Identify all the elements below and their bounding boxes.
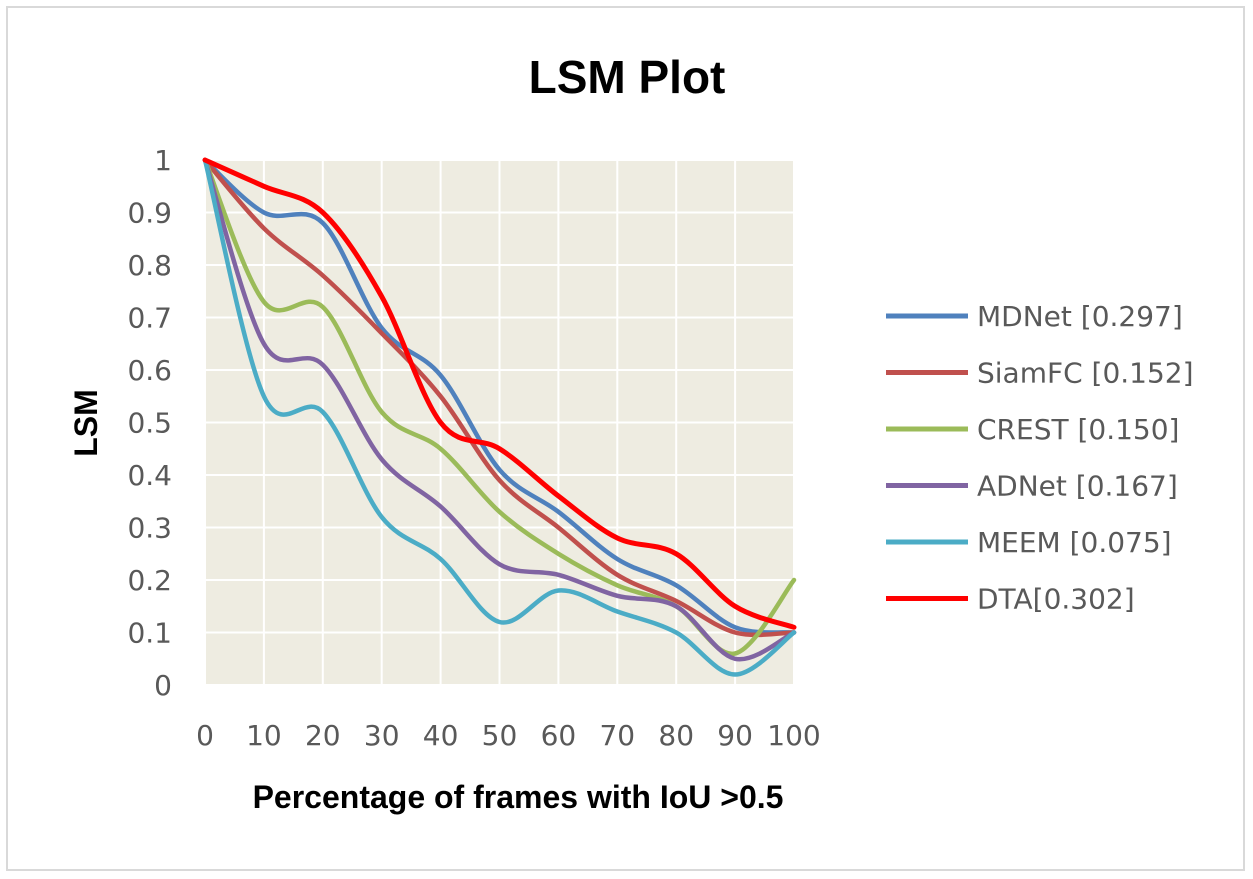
x-tick-label: 60 <box>541 719 577 752</box>
series-line-adnet <box>202 157 797 662</box>
legend: MDNet [0.297] SiamFC [0.152] CREST [0.150]… <box>886 300 1194 616</box>
x-axis-title: Percentage of frames with IoU >0.5 <box>253 779 784 815</box>
x-tick-label: 10 <box>246 719 282 752</box>
y-tick-label: 0 <box>154 669 172 702</box>
y-tick-label: 0.3 <box>127 512 172 545</box>
x-tick-label: 100 <box>767 719 820 752</box>
y-tick-label: 0.1 <box>127 617 172 650</box>
x-axis-ticks: 0 10 20 30 40 50 60 70 80 90 100 <box>196 719 821 752</box>
series-line-mdnet <box>202 157 797 635</box>
series-lines <box>202 157 797 677</box>
legend-label-crest: CREST [0.150] <box>977 413 1179 446</box>
chart-title: LSM Plot <box>529 51 726 103</box>
x-tick-label: 70 <box>599 719 635 752</box>
y-tick-label: 0.7 <box>127 302 172 335</box>
grid-lines <box>204 159 795 686</box>
y-tick-label: 0.2 <box>127 564 172 597</box>
x-tick-label: 20 <box>305 719 341 752</box>
y-axis-title: LSM <box>68 389 104 457</box>
x-tick-label: 50 <box>482 719 518 752</box>
y-tick-label: 1 <box>154 144 172 177</box>
y-tick-label: 0.9 <box>127 197 172 230</box>
series-line-dta <box>202 157 797 630</box>
x-tick-label: 0 <box>196 719 214 752</box>
legend-label-siamfc: SiamFC [0.152] <box>977 357 1194 390</box>
legend-label-meem: MEEM [0.075] <box>977 526 1172 559</box>
y-tick-label: 0.5 <box>127 407 172 440</box>
y-tick-label: 0.6 <box>127 354 172 387</box>
x-tick-label: 40 <box>423 719 459 752</box>
legend-label-dta: DTA[0.302] <box>977 583 1135 616</box>
y-tick-label: 0.4 <box>127 459 172 492</box>
x-tick-label: 30 <box>364 719 400 752</box>
series-line-meem <box>202 157 797 677</box>
series-line-siamfc <box>202 157 797 638</box>
legend-label-mdnet: MDNet [0.297] <box>977 300 1183 333</box>
y-tick-label: 0.8 <box>127 249 172 282</box>
legend-label-adnet: ADNet [0.167] <box>977 470 1178 503</box>
x-tick-label: 80 <box>658 719 694 752</box>
x-tick-label: 90 <box>717 719 753 752</box>
y-axis-ticks: 0 0.1 0.2 0.3 0.4 0.5 0.6 0.7 0.8 0.9 1 <box>127 144 172 702</box>
